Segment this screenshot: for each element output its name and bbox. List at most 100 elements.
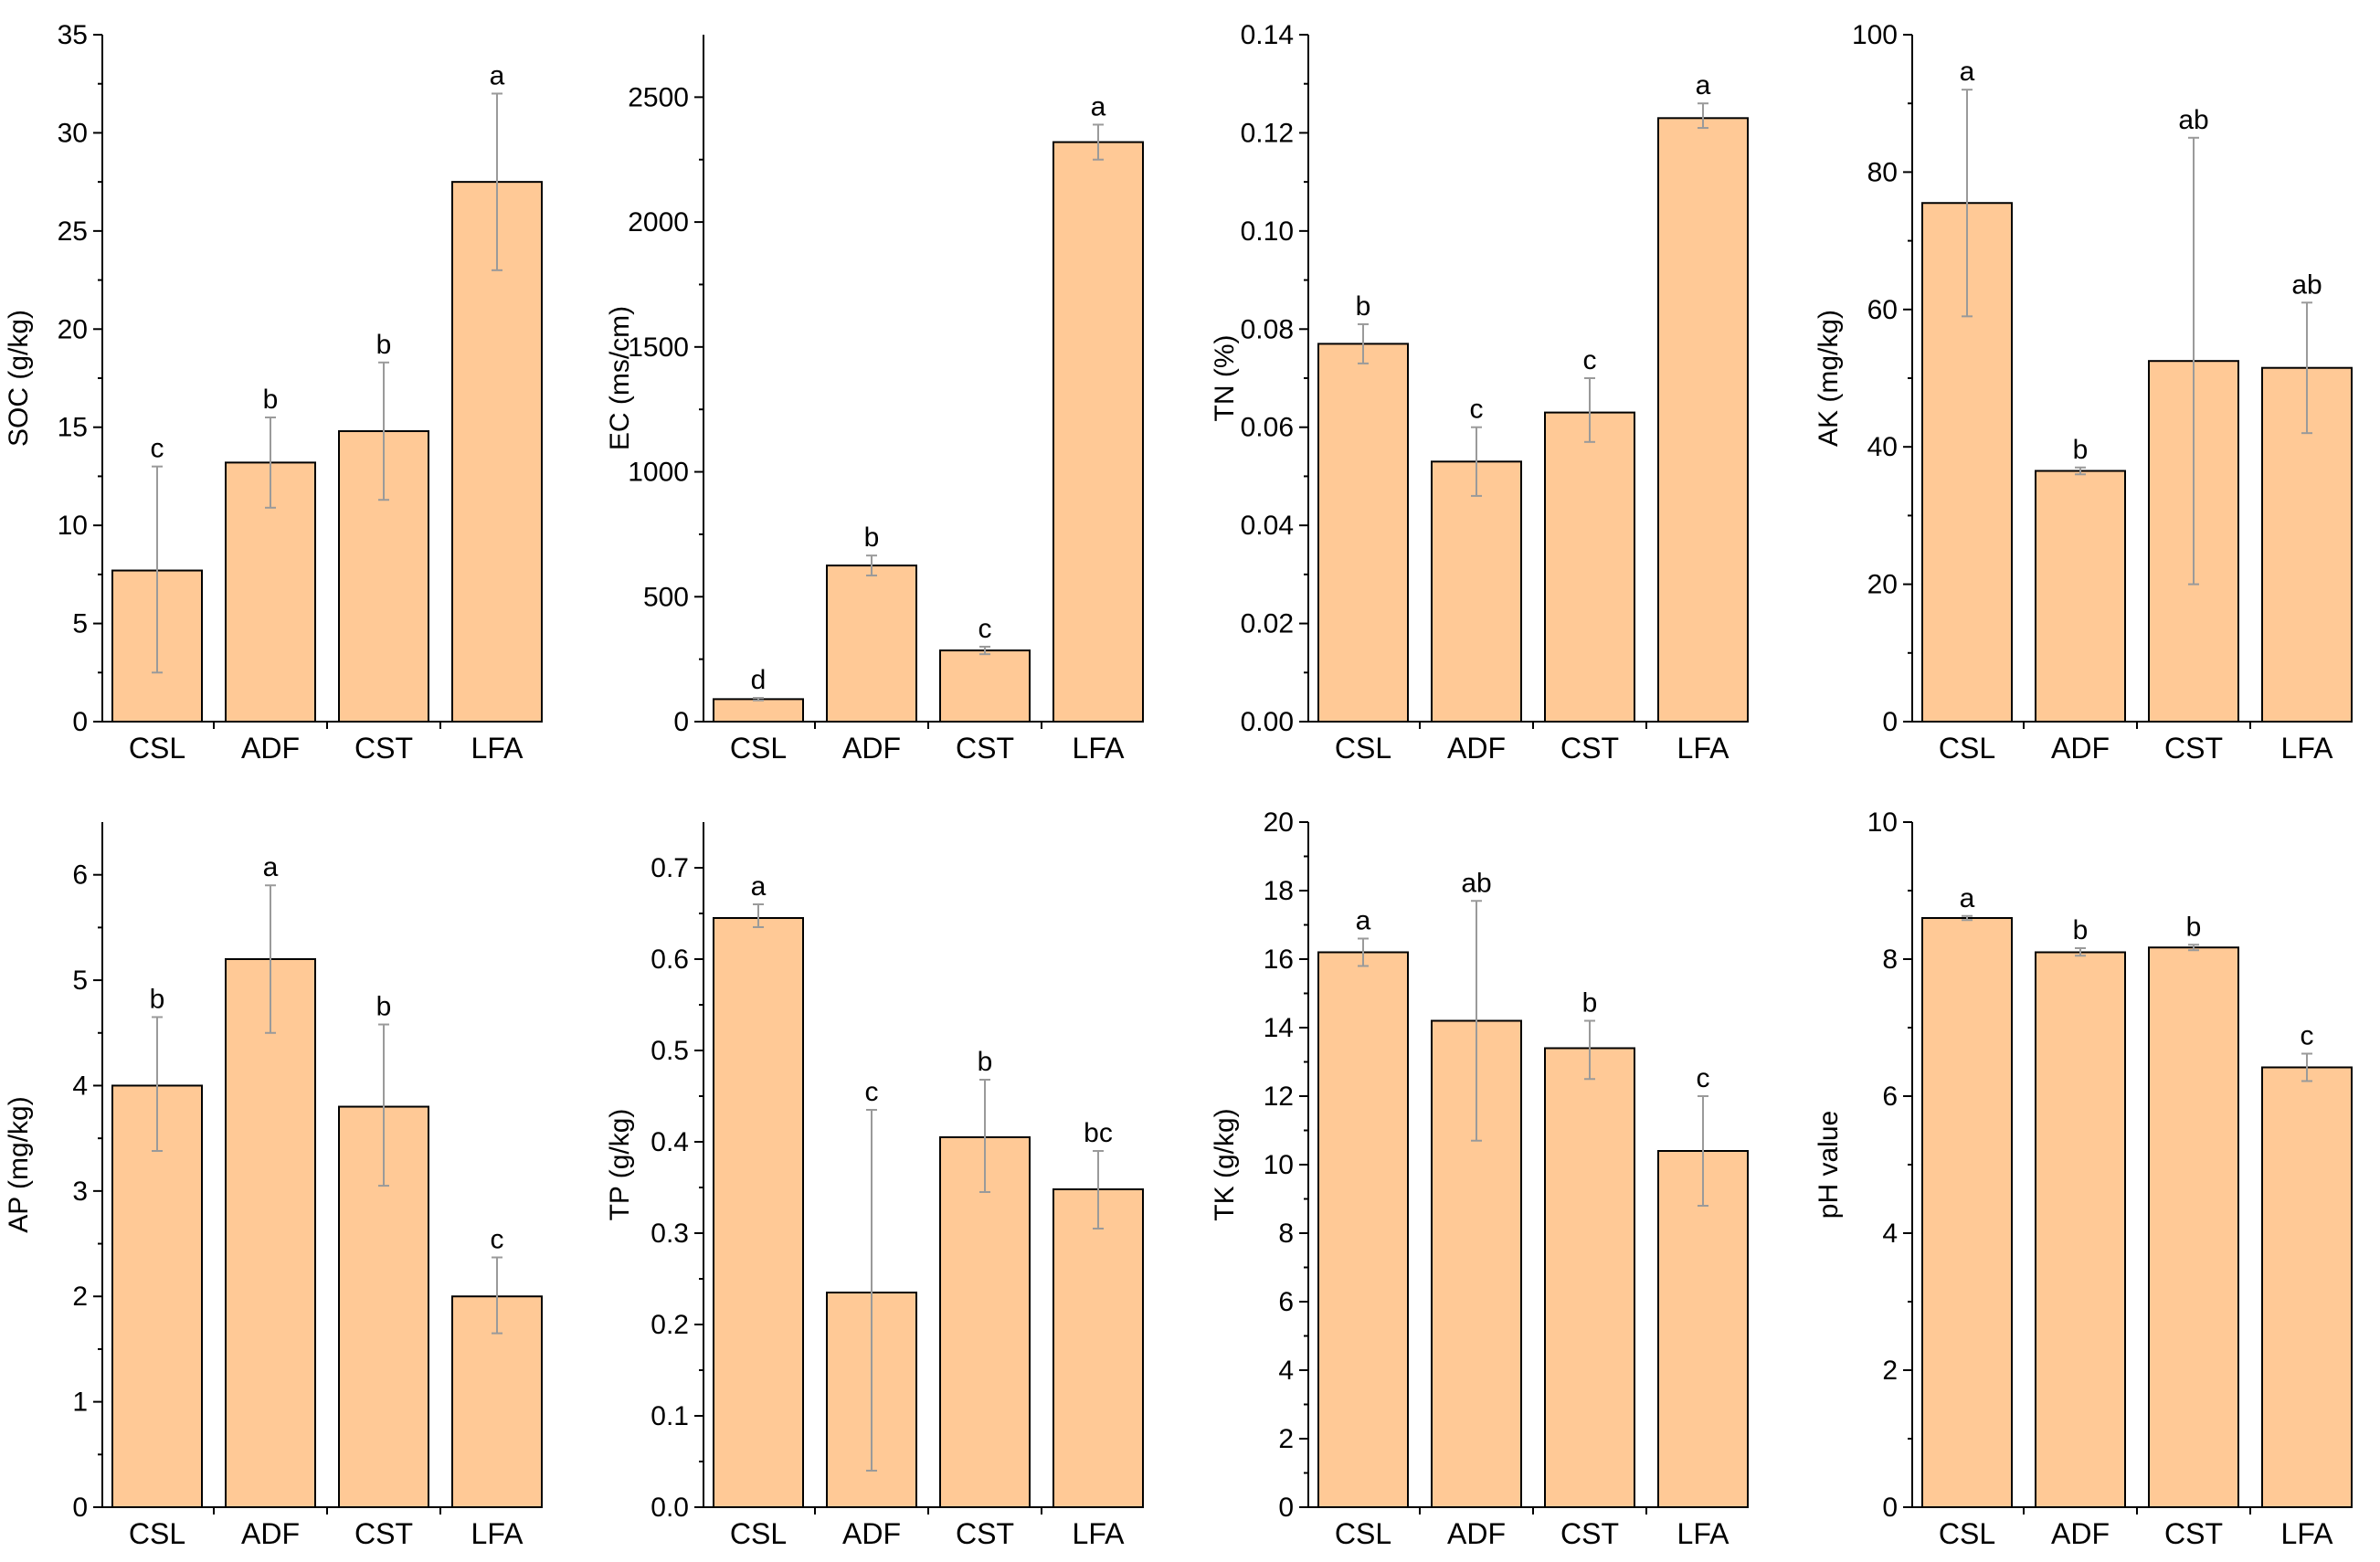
significance-letter: b: [978, 1047, 993, 1077]
y-tick-label: 20: [1867, 570, 1898, 600]
x-tick-label: CSL: [129, 1517, 185, 1550]
y-tick-label: 25: [58, 216, 88, 247]
y-tick-label: 6: [72, 860, 88, 891]
y-axis-label: TK (g/kg): [1210, 1108, 1240, 1220]
significance-letter: a: [1960, 883, 1975, 913]
x-tick-label: ADF: [1447, 732, 1506, 765]
x-tick-label: ADF: [1447, 1517, 1506, 1550]
y-tick-label: 8: [1882, 945, 1898, 975]
y-tick-label: 2000: [628, 207, 689, 237]
bar: [2035, 951, 2126, 1508]
y-tick-label: 40: [1867, 432, 1898, 462]
significance-letter: a: [751, 871, 767, 902]
bar: [1544, 411, 1635, 723]
x-tick-label: ADF: [842, 1517, 901, 1550]
x-tick-label: LFA: [1073, 1517, 1126, 1550]
x-tick-label: ADF: [241, 732, 300, 765]
y-axis-label: AK (mg/kg): [1814, 310, 1844, 447]
y-tick-label: 20: [58, 314, 88, 344]
significance-letter: c: [865, 1077, 879, 1107]
x-tick-label: CST: [956, 732, 1014, 765]
y-tick-label: 2: [1882, 1356, 1898, 1386]
significance-letter: bc: [1084, 1118, 1113, 1148]
bar: [939, 649, 1031, 723]
y-tick-label: 0.1: [651, 1401, 689, 1431]
y-tick-label: 16: [1264, 945, 1294, 975]
bar: [111, 1084, 203, 1508]
chart-panel-6: a CSL c ADF b CST bc LFA 0.0 0.1 0.2 0.3 0.4 0.5 0.6 0.…: [605, 822, 1144, 1550]
x-tick-label: CST: [1560, 732, 1619, 765]
y-tick-label: 4: [72, 1071, 88, 1101]
significance-letter: b: [1582, 988, 1598, 1018]
y-tick-label: 6: [1882, 1082, 1898, 1112]
y-tick-label: 2: [72, 1282, 88, 1312]
bar: [939, 1136, 1031, 1508]
y-tick-label: 14: [1264, 1013, 1294, 1043]
x-tick-label: LFA: [471, 732, 524, 765]
significance-letter: c: [2301, 1021, 2314, 1051]
bar: [2261, 1066, 2353, 1508]
x-tick-label: CST: [2164, 732, 2223, 765]
y-tick-label: 4: [1882, 1219, 1898, 1249]
x-tick-label: CST: [354, 732, 413, 765]
chart-panel-8: a CSL b ADF b CST c LFA 0 2 4 6 8 10 pH value: [1814, 807, 2353, 1550]
x-tick-label: LFA: [2281, 1517, 2334, 1550]
y-tick-label: 1: [72, 1388, 88, 1418]
y-tick-label: 5: [72, 966, 88, 996]
y-tick-label: 0.7: [651, 853, 689, 883]
significance-letter: b: [263, 385, 279, 415]
significance-letter: c: [491, 1225, 504, 1255]
y-axis-label: TN (%): [1210, 335, 1240, 422]
y-tick-label: 0.2: [651, 1310, 689, 1340]
y-tick-label: 0: [1882, 707, 1898, 737]
significance-letter: c: [978, 614, 992, 644]
bar: [713, 917, 804, 1508]
x-tick-label: CSL: [1335, 732, 1391, 765]
x-tick-label: LFA: [471, 1517, 524, 1550]
y-tick-label: 3: [72, 1177, 88, 1207]
y-tick-label: 0: [1882, 1493, 1898, 1523]
y-axis-label: AP (mg/kg): [4, 1096, 34, 1233]
significance-letter: c: [1697, 1063, 1710, 1093]
y-tick-label: 1000: [628, 458, 689, 488]
y-tick-label: 0.06: [1241, 413, 1294, 443]
significance-letter: d: [751, 665, 767, 695]
significance-letter: a: [1696, 70, 1711, 100]
bar: [225, 958, 316, 1508]
bar: [2035, 470, 2126, 723]
y-tick-label: 0.0: [651, 1493, 689, 1523]
bar: [1317, 951, 1409, 1508]
y-tick-label: 20: [1264, 807, 1294, 838]
x-tick-label: CSL: [1939, 1517, 1995, 1550]
y-tick-label: 0.00: [1241, 707, 1294, 737]
x-tick-label: LFA: [1677, 732, 1730, 765]
y-tick-label: 10: [58, 511, 88, 541]
x-tick-label: CSL: [129, 732, 185, 765]
x-tick-label: CST: [2164, 1517, 2223, 1550]
chart-panel-3: b CSL c ADF c CST a LFA 0.00 0.02 0.04 0.06 0.08 0.10…: [1210, 20, 1749, 765]
bar: [2148, 946, 2239, 1508]
significance-letter: a: [1960, 57, 1975, 87]
x-tick-label: LFA: [1073, 732, 1126, 765]
y-tick-label: 4: [1278, 1356, 1294, 1386]
significance-letter: b: [376, 992, 392, 1022]
significance-letter: ab: [2291, 269, 2322, 300]
y-tick-label: 0.04: [1241, 511, 1294, 541]
x-tick-label: CSL: [1335, 1517, 1391, 1550]
y-tick-label: 0: [72, 1493, 88, 1523]
x-tick-label: CSL: [730, 1517, 787, 1550]
significance-letter: b: [150, 984, 165, 1014]
y-tick-label: 15: [58, 413, 88, 443]
x-tick-label: CST: [354, 1517, 413, 1550]
y-tick-label: 0.14: [1241, 20, 1294, 50]
significance-letter: a: [1356, 906, 1371, 936]
y-tick-label: 10: [1264, 1150, 1294, 1180]
x-tick-label: ADF: [2051, 1517, 2110, 1550]
y-tick-label: 0.4: [651, 1127, 689, 1157]
y-tick-label: 0.12: [1241, 118, 1294, 148]
chart-panel-7: a CSL ab ADF b CST c LFA 0 2 4 6 8 10 12 14 16 18 20 TK (g/…: [1210, 807, 1749, 1550]
y-tick-label: 2: [1278, 1424, 1294, 1454]
y-tick-label: 0: [673, 707, 689, 737]
bar: [826, 565, 917, 723]
y-tick-label: 5: [72, 609, 88, 639]
